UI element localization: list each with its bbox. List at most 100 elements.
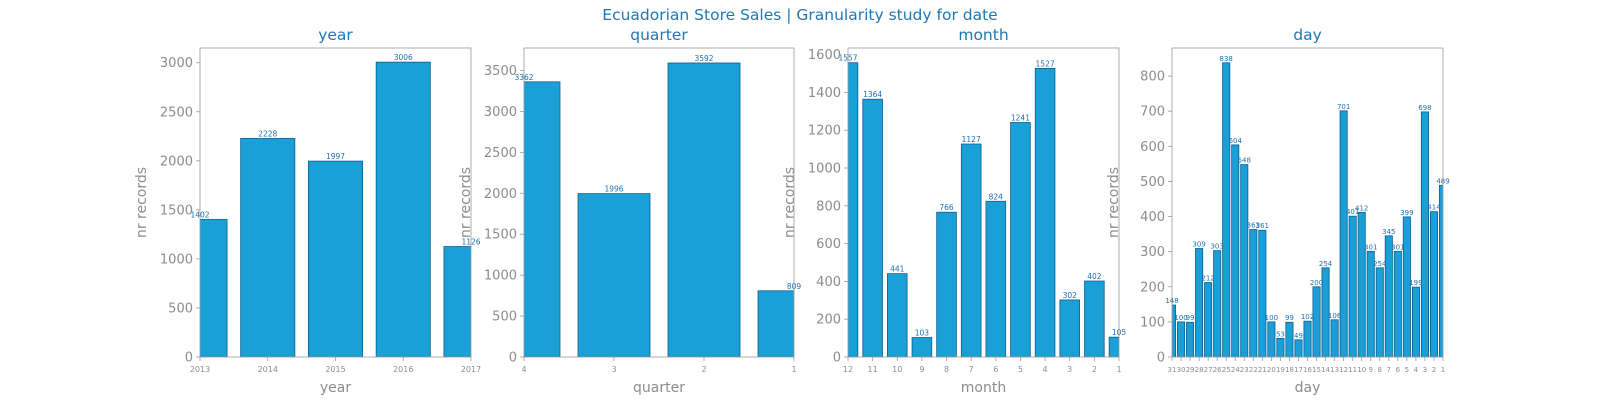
bar-day-1 [1438,184,1443,357]
y-tick-label-quarter-3000: 3000 [484,105,517,120]
x-tick-label-day-9: 9 [1368,366,1372,374]
chart-title-day: day [1293,26,1322,44]
bars-month [848,62,1119,357]
data-label-day-7: 345 [1382,228,1395,236]
data-label-month-6: 824 [989,192,1004,201]
data-label-day-22: 363 [1247,222,1260,230]
bars-quarter [524,62,794,357]
chart-title-quarter: quarter [630,26,688,44]
x-tick-label-quarter-4: 4 [521,365,526,374]
data-label-day-23: 548 [1238,157,1251,165]
bar-day-22 [1249,229,1258,357]
bar-month-2 [1084,280,1105,357]
y-tick-label-month-1400: 1400 [808,86,841,101]
chart-panel-year: 1402222819973006112605001000150020002500… [134,26,481,396]
x-tick-label-year-2017: 2017 [461,365,481,374]
x-tick-label-month-2: 2 [1092,365,1097,374]
data-label-day-5: 399 [1400,209,1413,217]
bar-day-21 [1258,229,1267,357]
y-axis-label-day: nr records [1106,167,1122,238]
data-label-day-14: 254 [1319,260,1333,268]
data-label-month-4: 1527 [1036,59,1055,68]
data-label-day-13: 106 [1328,312,1342,320]
x-tick-label-day-24: 24 [1231,366,1240,374]
data-label-quarter-2: 3592 [694,54,713,63]
x-tick-label-day-12: 12 [1339,366,1348,374]
data-label-month-2: 402 [1087,272,1102,281]
x-tick-label-day-15: 15 [1312,366,1321,374]
y-tick-label-year-1000: 1000 [160,252,193,267]
y-tick-label-quarter-0: 0 [509,351,517,366]
bar-day-16 [1303,320,1312,357]
x-tick-label-day-23: 23 [1240,366,1249,374]
x-tick-label-month-9: 9 [919,365,924,374]
y-tick-label-quarter-500: 500 [492,310,517,325]
data-label-day-9: 301 [1364,243,1377,251]
y-tick-label-month-1000: 1000 [808,162,841,177]
x-tick-label-day-30: 30 [1177,366,1186,374]
data-label-year-2014: 2228 [258,129,277,138]
y-tick-label-month-1600: 1600 [808,48,841,63]
x-tick-label-quarter-3: 3 [611,365,616,374]
data-label-month-11: 1364 [863,90,882,99]
bar-year-2017 [443,246,471,357]
bar-month-1 [1108,336,1119,357]
data-label-day-24: 604 [1229,137,1243,145]
bar-day-20 [1267,321,1276,357]
y-tick-label-day-600: 600 [1140,140,1165,155]
y-tick-label-year-2000: 2000 [160,154,193,169]
bar-year-2013 [200,219,228,357]
x-tick-label-month-5: 5 [1018,365,1023,374]
x-tick-label-day-16: 16 [1303,366,1312,374]
bar-year-2016 [375,61,431,357]
x-tick-label-month-8: 8 [944,365,949,374]
y-tick-label-month-400: 400 [816,275,841,290]
x-tick-label-quarter-1: 1 [791,365,796,374]
bar-month-7 [960,143,982,357]
y-tick-label-quarter-1000: 1000 [484,269,517,284]
data-label-day-30: 100 [1174,314,1187,322]
data-label-month-9: 103 [915,329,930,338]
x-tick-label-day-6: 6 [1396,366,1401,374]
bar-quarter-2 [667,62,741,357]
axes-frame-month [847,47,1120,358]
x-tick-label-month-4: 4 [1043,365,1048,374]
x-tick-label-year-2013: 2013 [190,365,210,374]
x-tick-label-month-12: 12 [843,365,853,374]
x-tick-label-year-2015: 2015 [325,365,345,374]
data-label-day-16: 102 [1301,313,1314,321]
x-tick-label-month-3: 3 [1067,365,1072,374]
chart-title-month: month [958,26,1008,44]
data-label-month-8: 766 [939,203,954,212]
axes-frame-day [1171,47,1444,358]
data-label-day-26: 303 [1210,243,1223,251]
data-label-day-10: 412 [1355,204,1368,212]
y-tick-label-year-500: 500 [168,301,193,316]
data-label-day-28: 309 [1192,241,1205,249]
y-tick-label-day-100: 100 [1140,315,1165,330]
x-tick-label-day-7: 7 [1387,366,1391,374]
y-tick-label-quarter-2000: 2000 [484,187,517,202]
data-label-quarter-3: 1996 [604,185,623,194]
x-tick-label-day-19: 19 [1276,366,1285,374]
y-tick-label-day-200: 200 [1140,280,1165,295]
data-label-day-20: 100 [1265,314,1278,322]
x-tick-label-day-21: 21 [1258,366,1267,374]
data-label-month-5: 1241 [1011,113,1030,122]
bar-quarter-3 [577,193,651,357]
bar-quarter-4 [524,81,561,357]
x-tick-label-quarter-2: 2 [701,365,706,374]
bars-day [1172,62,1443,357]
bar-day-6 [1393,250,1402,357]
x-tick-label-day-18: 18 [1285,366,1294,374]
x-axis-label-quarter: quarter [633,380,685,396]
data-label-day-27: 212 [1201,275,1214,283]
bar-day-27 [1204,282,1213,357]
x-tick-label-day-31: 31 [1168,366,1177,374]
y-tick-label-quarter-1500: 1500 [484,228,517,243]
y-tick-label-day-300: 300 [1140,245,1165,260]
data-label-year-2015: 1997 [326,152,345,161]
chart-panel-day: 1481009930921230383860454836336110053994… [1106,26,1450,396]
chart-title-year: year [318,26,353,44]
y-tick-label-month-800: 800 [816,199,841,214]
